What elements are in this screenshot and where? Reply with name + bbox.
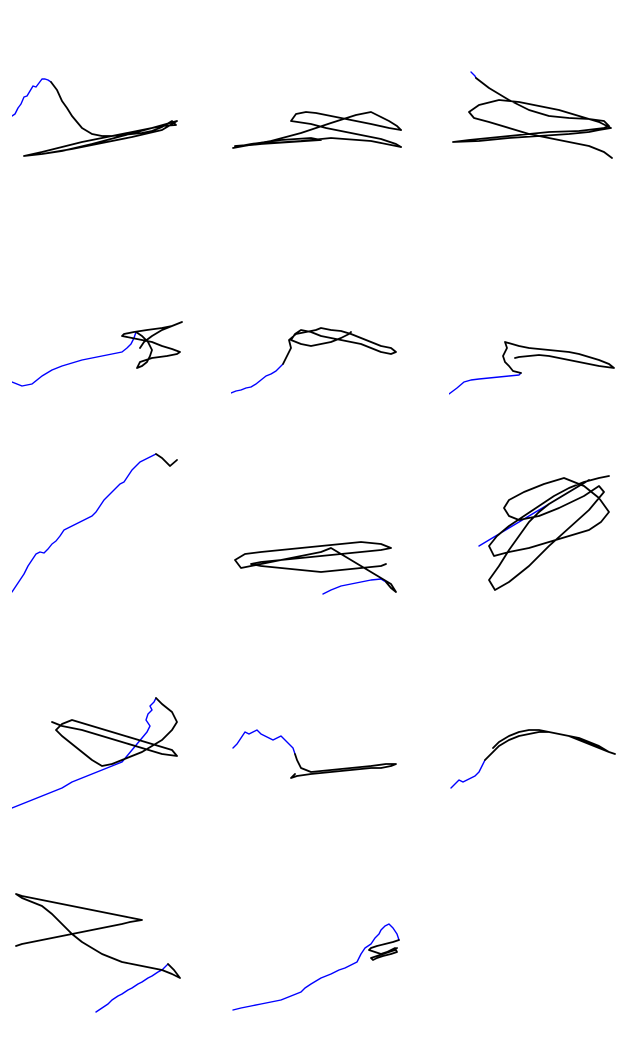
generated-path-1 <box>452 77 613 159</box>
trajectory-panel-2 <box>231 26 411 176</box>
trajectory-panel-12 <box>449 660 629 810</box>
observed-path-0 <box>322 578 387 595</box>
observed-path-0 <box>232 729 296 755</box>
trajectory-plot <box>232 923 400 1011</box>
trajectory-plot <box>12 453 178 593</box>
trajectory-plot <box>452 71 613 159</box>
generated-path-1 <box>23 81 178 157</box>
observed-path-0 <box>450 759 486 789</box>
trajectory-panel-4 <box>12 254 192 404</box>
generated-path-0 <box>232 111 402 149</box>
trajectory-plot <box>449 341 615 395</box>
trajectory-panel-6 <box>449 254 629 404</box>
trajectory-plot <box>12 78 178 157</box>
trajectory-panel-11 <box>231 660 411 810</box>
generated-path-1 <box>290 753 397 779</box>
trajectory-panel-5 <box>231 254 411 404</box>
trajectory-plot <box>232 729 397 779</box>
observed-path-0 <box>470 71 477 79</box>
observed-path-0 <box>231 363 284 394</box>
observed-path-0 <box>232 923 400 1011</box>
generated-path-1 <box>121 321 183 369</box>
observed-path-0 <box>449 372 522 395</box>
trajectory-plot <box>450 729 616 789</box>
trajectory-plot <box>12 697 178 809</box>
trajectory-panel-10 <box>12 660 192 810</box>
generated-path-2 <box>234 137 402 148</box>
trajectory-panel-9 <box>449 446 629 596</box>
trajectory-plot <box>234 541 397 595</box>
generated-path-1 <box>502 341 615 374</box>
observed-path-0 <box>95 963 169 1013</box>
trajectory-panel-7 <box>12 446 192 596</box>
trajectory-panel-14 <box>231 864 411 1014</box>
trajectory-plot <box>231 327 397 394</box>
generated-path-1 <box>234 541 397 593</box>
generated-path-1 <box>484 729 616 761</box>
generated-path-1 <box>51 697 178 767</box>
observed-path-0 <box>12 453 157 593</box>
observed-path-0 <box>12 331 137 387</box>
generated-path-1 <box>488 475 610 591</box>
trajectory-plot <box>15 893 181 1013</box>
trajectory-panel-1 <box>12 26 192 176</box>
trajectory-panel-13 <box>12 864 192 1014</box>
generated-path-1 <box>15 893 181 979</box>
trajectory-panel-8 <box>231 446 411 596</box>
generated-path-1 <box>155 453 178 467</box>
generated-path-1 <box>290 111 402 148</box>
generated-path-1 <box>282 327 397 365</box>
generated-path-1 <box>368 939 400 961</box>
trajectory-plot <box>478 475 610 591</box>
observed-path-0 <box>12 78 52 117</box>
trajectory-plot <box>232 111 402 149</box>
trajectory-panel-3 <box>449 26 629 176</box>
trajectory-plot <box>12 321 183 387</box>
